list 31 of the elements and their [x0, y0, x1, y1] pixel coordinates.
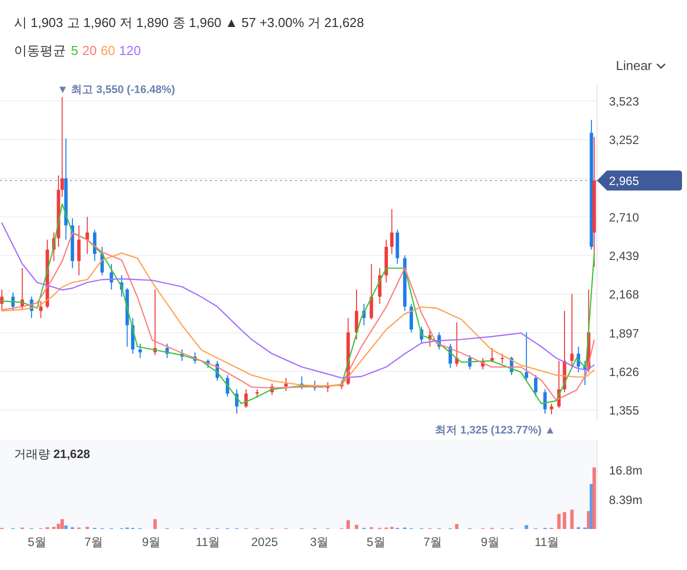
- chart-subtitle: 시 1,903 고 1,960 저 1,890 종 1,960 ▲ 57 +3.00% 거 21,628: [14, 15, 364, 30]
- x-tick-label: 5월: [28, 535, 46, 549]
- text: 5: [71, 43, 78, 58]
- x-tick-label: 11월: [534, 535, 560, 549]
- x-tick-label: 9월: [480, 535, 500, 549]
- y-tick-label: 3,252: [609, 133, 640, 148]
- annotation: ▼ 최고 3,550 (-16.48%): [57, 84, 176, 96]
- y-tick-label: 2,710: [609, 210, 640, 224]
- x-tick-label: 11월: [196, 535, 220, 549]
- text: 거래량 21,628: [14, 447, 90, 461]
- y-tick-label: 1,897: [609, 326, 640, 340]
- y-tick-label: 1,626: [609, 364, 640, 379]
- y-tick-label: 2,168: [609, 288, 640, 302]
- x-tick-label: 2025: [251, 535, 278, 549]
- x-tick-label: 5월: [366, 535, 386, 549]
- y-tick-label: 16.8m: [609, 463, 642, 478]
- y-tick-label: 3,523: [609, 94, 640, 108]
- legend-title: 이동평균: [14, 43, 66, 58]
- y-tick-label: 1,355: [609, 404, 640, 418]
- y-tick-label: 8.39m: [609, 492, 642, 507]
- text: Linear: [616, 58, 653, 73]
- text: 60: [100, 43, 116, 58]
- x-tick-label: 7월: [84, 535, 104, 549]
- annotation: 최저 1,325 (123.77%) ▲: [435, 424, 556, 436]
- x-tick-label: 9월: [142, 535, 161, 549]
- x-tick-label: 7월: [423, 535, 442, 549]
- text: 20: [82, 43, 97, 58]
- ref-line-label: 2,965: [609, 174, 640, 188]
- x-tick-label: 3월: [310, 535, 329, 549]
- y-tick-label: 2,439: [609, 248, 640, 263]
- text: 120: [119, 43, 141, 58]
